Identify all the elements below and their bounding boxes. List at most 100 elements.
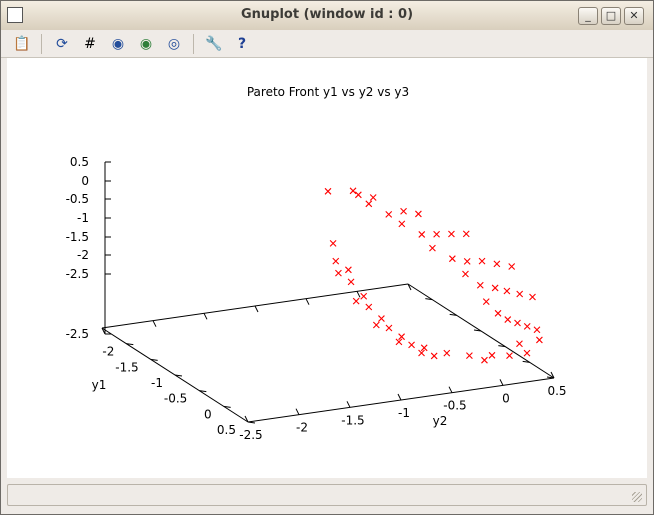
data-point (482, 298, 490, 305)
data-point (508, 263, 516, 270)
data-point (398, 220, 406, 228)
toolbar-separator (193, 34, 194, 54)
x-tick-mark (126, 343, 134, 346)
data-point (418, 349, 425, 357)
data-point (494, 309, 502, 317)
data-point (324, 187, 332, 195)
x-axis-label: y1 (92, 378, 107, 392)
data-point (488, 351, 496, 359)
y-tick-mark-far (407, 283, 412, 291)
zoom-next-icon[interactable]: ◉ (139, 36, 153, 52)
y-tick-label: -0.5 (443, 399, 466, 413)
data-point (523, 349, 531, 357)
y-tick-label: 0.5 (547, 384, 566, 398)
x-tick-mark-far (449, 313, 457, 316)
data-point (433, 230, 440, 238)
data-point (345, 266, 352, 274)
y-tick-label: -2.5 (239, 428, 262, 442)
x-tick-mark (174, 374, 183, 377)
data-point (418, 231, 426, 238)
x-tick-mark-far (425, 298, 433, 301)
data-point (516, 340, 523, 348)
status-bar (7, 484, 647, 506)
grid-icon[interactable]: # (84, 36, 96, 52)
y-tick-mark (244, 415, 249, 423)
x-tick-label: 0.5 (217, 423, 236, 437)
y-tick-label: 0 (502, 391, 510, 405)
data-point (506, 352, 513, 360)
x-tick-mark (247, 421, 256, 424)
scatter-3d-plot: Pareto Front y1 vs y2 vs y3 -2-1.5-1-0.5… (66, 85, 567, 442)
data-point (400, 207, 407, 215)
y-tick-mark (397, 393, 402, 401)
data-point (360, 292, 368, 300)
close-button[interactable]: ✕ (624, 7, 644, 25)
data-point (503, 287, 511, 295)
data-point (365, 200, 373, 208)
data-point (448, 230, 455, 238)
data-point (398, 333, 405, 341)
autoscale-icon[interactable]: ◎ (167, 36, 181, 52)
data-point (493, 260, 501, 268)
z-tick-label: -2 (77, 248, 89, 262)
preferences-wrench-icon[interactable]: 🔧 (205, 36, 223, 52)
data-point (516, 290, 524, 298)
data-point (335, 269, 342, 277)
y-tick-mark-far (101, 327, 106, 335)
data-point (347, 278, 355, 286)
z-tick-label: -2.5 (66, 327, 89, 341)
data-point (491, 284, 499, 292)
y-tick-mark (346, 401, 351, 408)
title-bar[interactable]: Gnuplot (window id : 0) _ □ ✕ (1, 1, 653, 31)
x-tick-mark-far (473, 329, 482, 332)
data-point (536, 336, 543, 344)
y-tick-mark (295, 408, 300, 415)
plot-canvas[interactable]: Pareto Front y1 vs y2 vs y3 -2 -1.5 -1 -0.5… (7, 58, 647, 478)
copy-clipboard-icon[interactable]: 📋 (13, 36, 31, 52)
data-point (443, 349, 451, 357)
data-point (408, 341, 415, 349)
y-tick-mark-far (254, 305, 259, 313)
data-point (514, 319, 521, 327)
y-tick-mark (550, 371, 555, 379)
y-tick-mark-far (305, 298, 310, 305)
zoom-prev-icon[interactable]: ◉ (111, 36, 125, 52)
data-point (478, 257, 486, 265)
resize-grip-icon[interactable] (632, 492, 642, 502)
minimize-button[interactable]: _ (578, 7, 598, 25)
data-point (395, 338, 403, 346)
y-tick-mark-far (203, 313, 208, 320)
y-tick-mark (499, 379, 504, 386)
gnuplot-app-icon (7, 7, 23, 23)
y-tick-mark (448, 386, 453, 393)
data-point (415, 210, 422, 218)
data-point (378, 315, 385, 322)
x-tick-mark-far (522, 360, 530, 363)
data-point (504, 316, 512, 323)
x-tick-label: -1.5 (115, 360, 138, 374)
replot-icon[interactable]: ⟳ (56, 36, 68, 52)
toolbar-separator (41, 34, 42, 54)
y-tick-mark-far (356, 291, 361, 298)
y-tick-mark-far (152, 320, 157, 327)
y-axis-label: y2 (433, 414, 448, 428)
z-tick-label: -1.5 (66, 230, 89, 244)
maximize-button[interactable]: □ (601, 7, 621, 25)
y-tick-label: -1.5 (341, 413, 364, 427)
y-tick-label: -1 (398, 406, 410, 420)
data-point (448, 255, 456, 263)
data-point (430, 352, 438, 360)
x-tick-mark (199, 390, 207, 393)
z-tick-label: -2.5 (66, 267, 89, 281)
data-point (523, 322, 531, 330)
x-tick-label: 0 (204, 407, 212, 421)
x-tick-mark (223, 405, 231, 408)
data-points (324, 187, 543, 364)
x-tick-label: -1 (151, 376, 163, 390)
data-point (462, 230, 470, 238)
data-point (365, 303, 373, 311)
z-tick-label: -0.5 (66, 192, 89, 206)
data-point (332, 257, 340, 265)
help-icon[interactable]: ? (237, 36, 247, 52)
